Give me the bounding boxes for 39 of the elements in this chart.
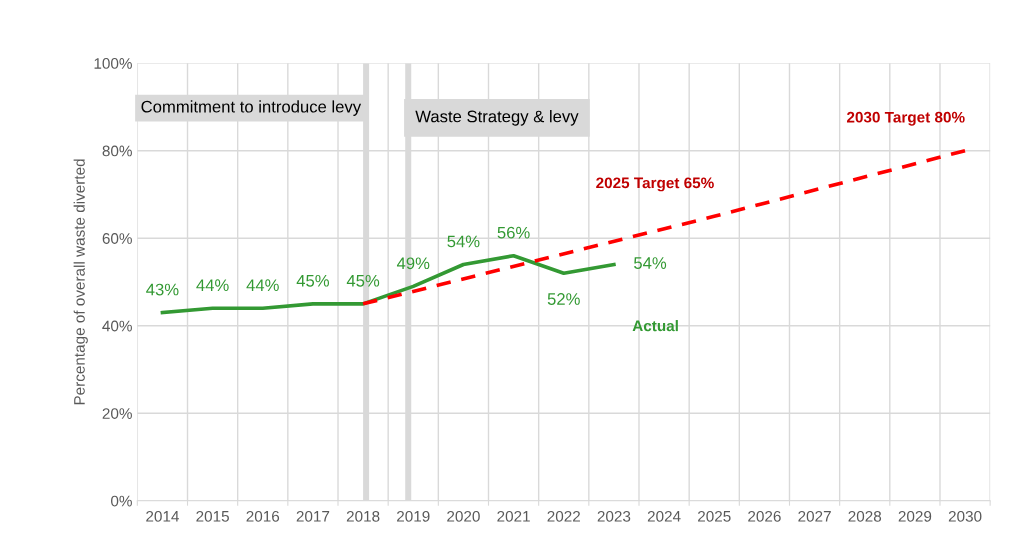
y-tick-label: 60% xyxy=(102,233,132,244)
x-tick-label: 2029 xyxy=(898,510,932,522)
band-label: Commitment to introduce levy xyxy=(141,100,362,116)
x-tick-label: 2030 xyxy=(948,510,982,522)
x-tick-label: 2026 xyxy=(748,510,781,522)
x-tick-label: 2027 xyxy=(798,510,831,522)
annotation: 2030 Target 80% xyxy=(846,111,965,126)
text: Actual xyxy=(632,320,678,332)
annotation: 2025 Target 65% xyxy=(596,177,714,192)
data-label: 44% xyxy=(196,279,229,291)
data-label: 54% xyxy=(634,257,667,269)
data-label: 44% xyxy=(246,279,279,291)
y-tick-label: 40% xyxy=(102,320,132,332)
x-tick-label: 2023 xyxy=(597,510,631,522)
x-tick-label: 2015 xyxy=(196,510,229,522)
x-tick-label: 2017 xyxy=(296,510,330,522)
y-tick-label: 20% xyxy=(102,408,132,419)
data-label: 49% xyxy=(396,257,430,270)
x-tick-label: 2028 xyxy=(848,510,882,522)
x-tick-label: 2024 xyxy=(647,510,681,522)
x-tick-label: 2016 xyxy=(246,510,280,522)
y-tick-label: 0% xyxy=(111,495,132,507)
x-tick-label: 2025 xyxy=(698,510,731,522)
y-tick-label: 100% xyxy=(94,58,132,69)
x-tick-label: 2014 xyxy=(146,510,179,522)
x-tick-label: 2020 xyxy=(447,510,480,522)
data-label: 45% xyxy=(346,274,380,287)
y-axis-title: Percentage of overall waste diverted xyxy=(73,159,88,405)
data-label: 45% xyxy=(296,274,330,287)
data-label: 54% xyxy=(447,235,480,248)
x-tick-label: 2018 xyxy=(346,510,380,522)
y-tick-label: 80% xyxy=(102,145,132,157)
data-label: 52% xyxy=(547,293,580,305)
x-tick-label: 2022 xyxy=(547,510,580,522)
band-label: Waste Strategy & levy xyxy=(415,110,579,126)
x-tick-label: 2021 xyxy=(497,510,530,522)
data-label: 56% xyxy=(497,226,530,239)
x-tick-label: 2019 xyxy=(397,510,430,522)
data-label: 43% xyxy=(146,283,179,296)
